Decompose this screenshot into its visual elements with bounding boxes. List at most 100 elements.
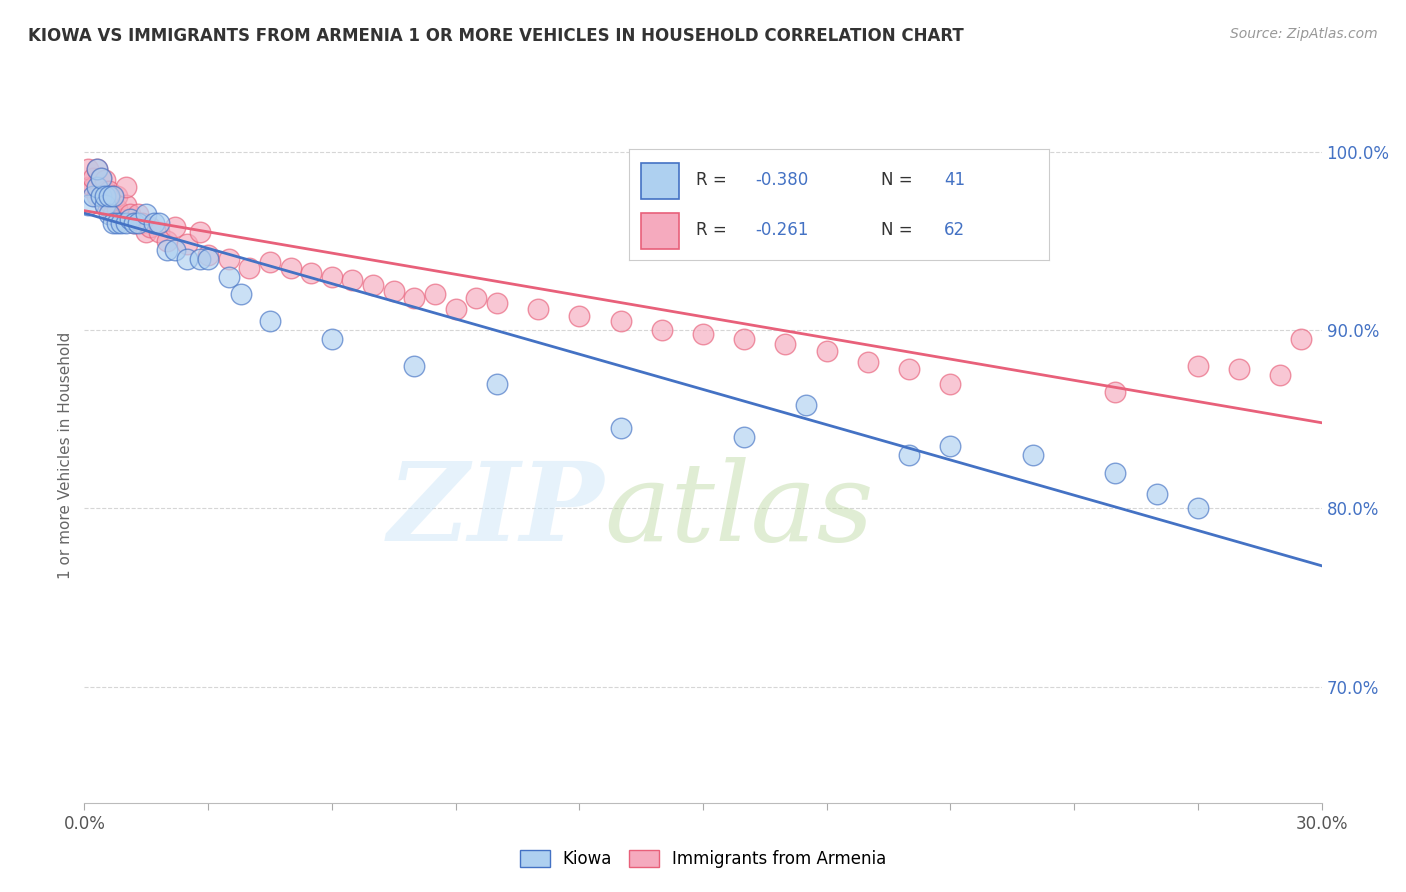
- Point: [105, 202, 128, 216]
- Point: [148, 225, 170, 239]
- Point: [229, 287, 252, 301]
- Text: Source: ZipAtlas.com: Source: ZipAtlas.com: [1230, 27, 1378, 41]
- Point: [82, 180, 104, 194]
- Point: [110, 212, 132, 227]
- Point: [176, 252, 198, 266]
- Point: [127, 207, 149, 221]
- Point: [165, 219, 187, 234]
- Point: [86, 162, 108, 177]
- Point: [94, 198, 117, 212]
- Point: [815, 344, 838, 359]
- Point: [114, 198, 136, 212]
- Point: [143, 216, 166, 230]
- Point: [103, 189, 125, 203]
- Point: [105, 189, 128, 203]
- Point: [1022, 448, 1045, 462]
- Point: [82, 171, 104, 186]
- Point: [321, 332, 343, 346]
- Point: [218, 252, 240, 266]
- Point: [939, 439, 962, 453]
- Point: [135, 225, 157, 239]
- Point: [775, 337, 797, 351]
- Text: KIOWA VS IMMIGRANTS FROM ARMENIA 1 OR MORE VEHICLES IN HOUSEHOLD CORRELATION CHA: KIOWA VS IMMIGRANTS FROM ARMENIA 1 OR MO…: [28, 27, 965, 45]
- Point: [103, 189, 125, 203]
- Point: [148, 216, 170, 230]
- Point: [94, 198, 117, 212]
- Point: [114, 180, 136, 194]
- Point: [609, 421, 631, 435]
- Point: [98, 207, 121, 221]
- Point: [86, 189, 108, 203]
- Point: [404, 291, 426, 305]
- Point: [135, 207, 157, 221]
- Point: [98, 184, 121, 198]
- Point: [218, 269, 240, 284]
- Point: [238, 260, 260, 275]
- Point: [898, 448, 921, 462]
- Point: [568, 309, 591, 323]
- Point: [1104, 385, 1126, 400]
- Point: [156, 243, 179, 257]
- Point: [321, 269, 343, 284]
- Point: [94, 173, 117, 187]
- Point: [1227, 362, 1250, 376]
- Point: [122, 216, 145, 230]
- Point: [90, 189, 112, 203]
- Point: [131, 216, 153, 230]
- Point: [444, 301, 467, 316]
- Point: [259, 255, 281, 269]
- Point: [1104, 466, 1126, 480]
- Point: [188, 252, 211, 266]
- Point: [127, 216, 149, 230]
- Point: [118, 207, 141, 221]
- Point: [103, 207, 125, 221]
- Point: [527, 301, 550, 316]
- Point: [485, 296, 508, 310]
- Point: [103, 216, 125, 230]
- Point: [98, 189, 121, 203]
- Point: [1187, 359, 1209, 373]
- Point: [188, 225, 211, 239]
- Point: [1146, 487, 1168, 501]
- Point: [733, 430, 755, 444]
- Y-axis label: 1 or more Vehicles in Household: 1 or more Vehicles in Household: [58, 331, 73, 579]
- Point: [609, 314, 631, 328]
- Point: [733, 332, 755, 346]
- Point: [361, 278, 384, 293]
- Point: [156, 234, 179, 248]
- Point: [86, 162, 108, 177]
- Point: [98, 194, 121, 209]
- Point: [259, 314, 281, 328]
- Point: [1187, 501, 1209, 516]
- Point: [939, 376, 962, 391]
- Point: [692, 326, 714, 341]
- Point: [404, 359, 426, 373]
- Point: [1289, 332, 1312, 346]
- Point: [77, 180, 100, 194]
- Point: [86, 180, 108, 194]
- Point: [1270, 368, 1292, 382]
- Point: [77, 198, 100, 212]
- Point: [90, 171, 112, 186]
- Point: [139, 219, 162, 234]
- Text: ZIP: ZIP: [388, 457, 605, 565]
- Point: [118, 212, 141, 227]
- Point: [280, 260, 302, 275]
- Point: [197, 248, 219, 262]
- Point: [465, 291, 488, 305]
- Point: [423, 287, 446, 301]
- Point: [82, 189, 104, 203]
- Point: [485, 376, 508, 391]
- Point: [110, 216, 132, 230]
- Point: [94, 189, 117, 203]
- Point: [165, 243, 187, 257]
- Point: [114, 216, 136, 230]
- Point: [794, 398, 817, 412]
- Point: [105, 216, 128, 230]
- Point: [90, 171, 112, 186]
- Point: [176, 237, 198, 252]
- Point: [94, 184, 117, 198]
- Point: [90, 189, 112, 203]
- Point: [299, 266, 322, 280]
- Point: [898, 362, 921, 376]
